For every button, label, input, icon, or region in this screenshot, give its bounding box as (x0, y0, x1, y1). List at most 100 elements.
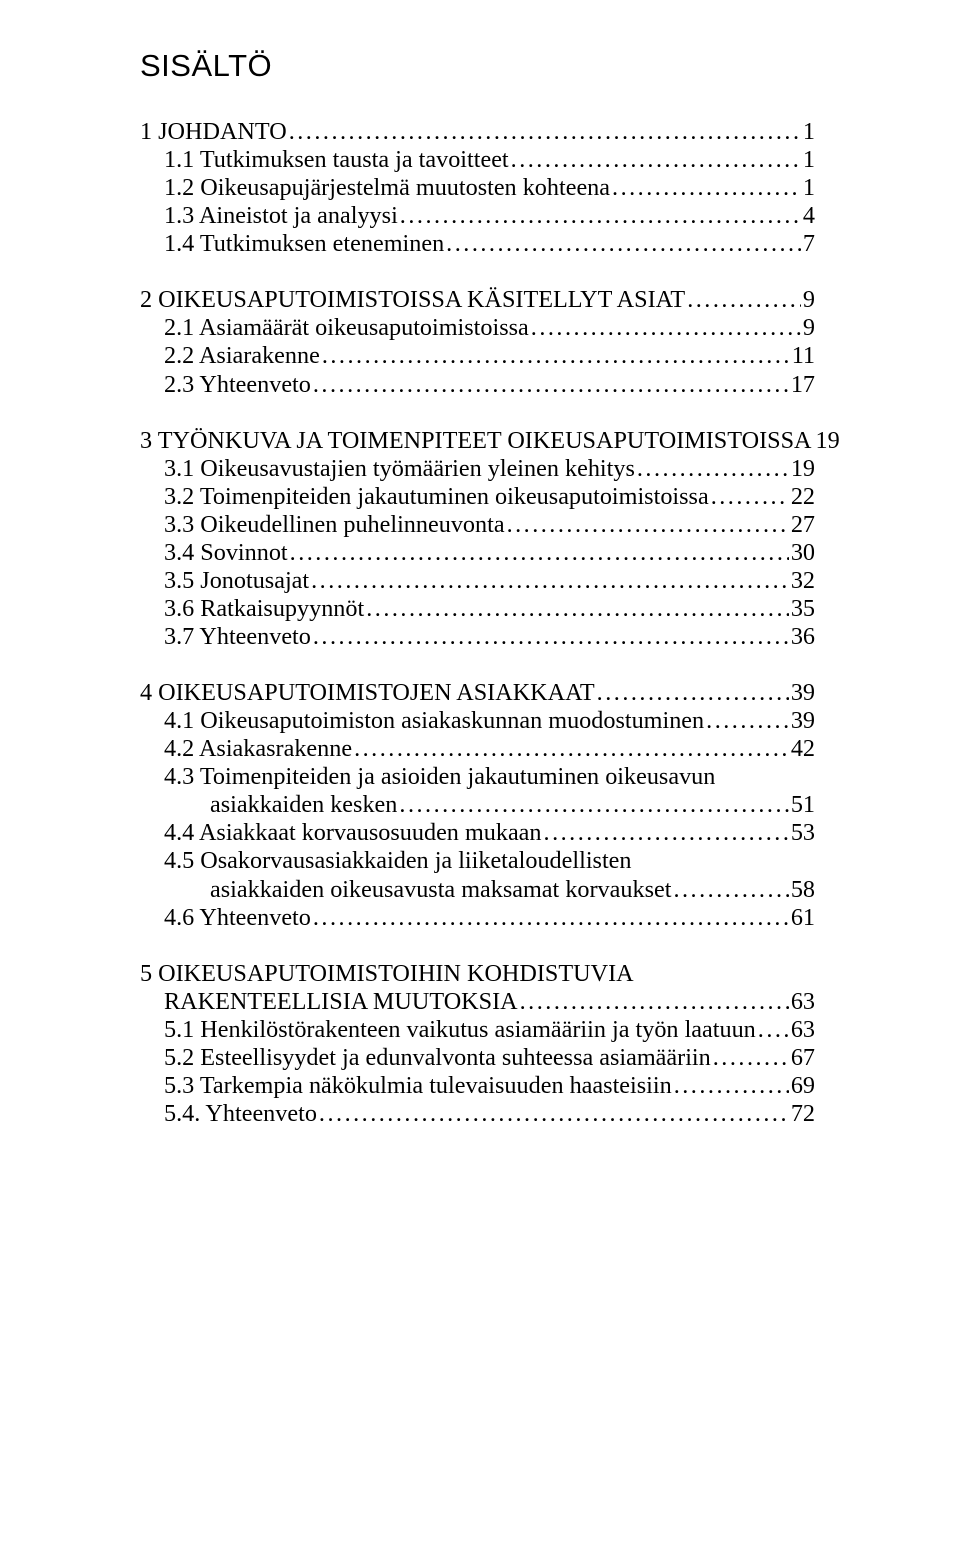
toc-leader-dots (354, 735, 789, 763)
toc-page-number: 63 (791, 1016, 815, 1044)
toc-label: 4.3 Toimenpiteiden ja asioiden jakautumi… (164, 763, 715, 791)
toc-label: asiakkaiden oikeusavusta maksamat korvau… (210, 876, 671, 904)
toc-leader-dots (531, 314, 801, 342)
toc-entry-continuation: RAKENTEELLISIA MUUTOKSIA 63 (140, 988, 815, 1016)
toc-entry: 3 TYÖNKUVA JA TOIMENPITEET OIKEUSAPUTOIM… (140, 427, 815, 455)
toc-page-number: 32 (791, 567, 815, 595)
toc-leader-dots (597, 679, 789, 707)
toc-entry: 4.6 Yhteenveto 61 (140, 904, 815, 932)
toc-entry: 3.1 Oikeusavustajien työmäärien yleinen … (140, 455, 815, 483)
toc-block: 5 OIKEUSAPUTOIMISTOIHIN KOHDISTUVIARAKEN… (140, 960, 815, 1128)
toc-label: 5.4. Yhteenveto (164, 1100, 317, 1128)
toc-entry: 4.1 Oikeusaputoimiston asiakaskunnan muo… (140, 707, 815, 735)
toc-label: 4.4 Asiakkaat korvausosuuden mukaan (164, 819, 542, 847)
toc-leader-dots (673, 876, 788, 904)
toc-label: 5 OIKEUSAPUTOIMISTOIHIN KOHDISTUVIA (140, 960, 634, 988)
toc-label: 3.7 Yhteenveto (164, 623, 311, 651)
toc-page-number: 9 (803, 286, 815, 314)
toc-label: 5.3 Tarkempia näkökulmia tulevaisuuden h… (164, 1072, 672, 1100)
toc-entry-continuation: asiakkaiden kesken51 (140, 791, 815, 819)
toc-leader-dots (511, 146, 801, 174)
toc-label: RAKENTEELLISIA MUUTOKSIA (164, 988, 518, 1016)
toc-page-number: 7 (803, 230, 815, 258)
toc-label: 3.3 Oikeudellinen puhelinneuvonta (164, 511, 505, 539)
toc-entry: 3.3 Oikeudellinen puhelinneuvonta 27 (140, 511, 815, 539)
toc-page-number: 42 (791, 735, 815, 763)
toc-leader-dots (313, 904, 789, 932)
toc-label: 1 JOHDANTO (140, 118, 287, 146)
toc-leader-dots (290, 539, 789, 567)
toc-entry: 4.4 Asiakkaat korvausosuuden mukaan53 (140, 819, 815, 847)
toc-entry: 4.2 Asiakasrakenne42 (140, 735, 815, 763)
toc-label: 4.5 Osakorvausasiakkaiden ja liiketaloud… (164, 847, 632, 875)
toc-page-number: 17 (791, 371, 815, 399)
toc-entry: 2.1 Asiamäärät oikeusaputoimistoissa9 (140, 314, 815, 342)
toc-block: 2 OIKEUSAPUTOIMISTOISSA KÄSITELLYT ASIAT… (140, 286, 815, 398)
toc-entry: 1 JOHDANTO 1 (140, 118, 815, 146)
toc-leader-dots (400, 202, 801, 230)
toc-page-number: 1 (803, 174, 815, 202)
toc-page-number: 36 (791, 623, 815, 651)
toc-entry: 3.7 Yhteenveto 36 (140, 623, 815, 651)
toc-leader-dots (612, 174, 801, 202)
toc-page-number: 30 (791, 539, 815, 567)
toc-page-number: 39 (791, 707, 815, 735)
toc-page-number: 27 (791, 511, 815, 539)
toc-entry: 5.3 Tarkempia näkökulmia tulevaisuuden h… (140, 1072, 815, 1100)
toc-leader-dots (313, 623, 789, 651)
toc-label: 2.3 Yhteenveto (164, 371, 311, 399)
toc-page-number: 63 (791, 988, 815, 1016)
toc-leader-dots (313, 371, 789, 399)
toc-block: 3 TYÖNKUVA JA TOIMENPITEET OIKEUSAPUTOIM… (140, 427, 815, 652)
toc-leader-dots (706, 707, 789, 735)
toc-page-number: 61 (791, 904, 815, 932)
toc-entry: 3.4 Sovinnot 30 (140, 539, 815, 567)
toc-leader-dots (637, 455, 789, 483)
toc-entry: 5 OIKEUSAPUTOIMISTOIHIN KOHDISTUVIA (140, 960, 815, 988)
toc-page-number: 19 (791, 455, 815, 483)
toc-entry: 3.6 Ratkaisupyynnöt 35 (140, 595, 815, 623)
toc-page-number: 69 (791, 1072, 815, 1100)
toc-block: 1 JOHDANTO 1 1.1 Tutkimuksen tausta ja tav… (140, 118, 815, 258)
toc-leader-dots (319, 1100, 789, 1128)
toc-entry: 5.4. Yhteenveto 72 (140, 1100, 815, 1128)
toc-page-number: 19 (816, 427, 840, 455)
toc-label: 2.2 Asiarakenne (164, 342, 320, 370)
toc-leader-dots (311, 567, 789, 595)
toc-entry: 2.2 Asiarakenne11 (140, 342, 815, 370)
toc-leader-dots (399, 791, 788, 819)
toc-label: asiakkaiden kesken (210, 791, 397, 819)
toc-page-number: 35 (791, 595, 815, 623)
toc-entry: 3.2 Toimenpiteiden jakautuminen oikeusap… (140, 483, 815, 511)
toc-entry: 2.3 Yhteenveto 17 (140, 371, 815, 399)
toc-entry: 4.3 Toimenpiteiden ja asioiden jakautumi… (140, 763, 815, 791)
toc-label: 1.3 Aineistot ja analyysi (164, 202, 398, 230)
toc-label: 3.1 Oikeusavustajien työmäärien yleinen … (164, 455, 635, 483)
toc-label: 1.1 Tutkimuksen tausta ja tavoitteet (164, 146, 509, 174)
toc-page-number: 72 (791, 1100, 815, 1128)
toc-leader-dots (711, 483, 789, 511)
toc-label: 5.1 Henkilöstörakenteen vaikutus asiamää… (164, 1016, 756, 1044)
toc-leader-dots (687, 286, 801, 314)
toc-label: 4 OIKEUSAPUTOIMISTOJEN ASIAKKAAT (140, 679, 595, 707)
toc-block: 4 OIKEUSAPUTOIMISTOJEN ASIAKKAAT 39 4.1 Oi… (140, 679, 815, 932)
toc-label: 1.2 Oikeusapujärjestelmä muutosten kohte… (164, 174, 610, 202)
toc-leader-dots (544, 819, 789, 847)
toc-entry: 4.5 Osakorvausasiakkaiden ja liiketaloud… (140, 847, 815, 875)
toc-label: 3.4 Sovinnot (164, 539, 288, 567)
toc-entry: 1.3 Aineistot ja analyysi4 (140, 202, 815, 230)
toc-leader-dots (322, 342, 790, 370)
toc-label: 4.6 Yhteenveto (164, 904, 311, 932)
toc-label: 3 TYÖNKUVA JA TOIMENPITEET OIKEUSAPUTOIM… (140, 427, 812, 455)
toc-leader-dots (713, 1044, 789, 1072)
toc-entry: 1.4 Tutkimuksen eteneminen7 (140, 230, 815, 258)
toc-entry-continuation: asiakkaiden oikeusavusta maksamat korvau… (140, 876, 815, 904)
toc-label: 3.5 Jonotusajat (164, 567, 309, 595)
toc-leader-dots (446, 230, 801, 258)
toc-label: 4.1 Oikeusaputoimiston asiakaskunnan muo… (164, 707, 704, 735)
toc-label: 3.6 Ratkaisupyynnöt (164, 595, 364, 623)
toc-leader-dots (289, 118, 801, 146)
toc-page-number: 67 (791, 1044, 815, 1072)
toc-page-number: 1 (803, 118, 815, 146)
table-of-contents: 1 JOHDANTO 1 1.1 Tutkimuksen tausta ja tav… (140, 118, 815, 1128)
